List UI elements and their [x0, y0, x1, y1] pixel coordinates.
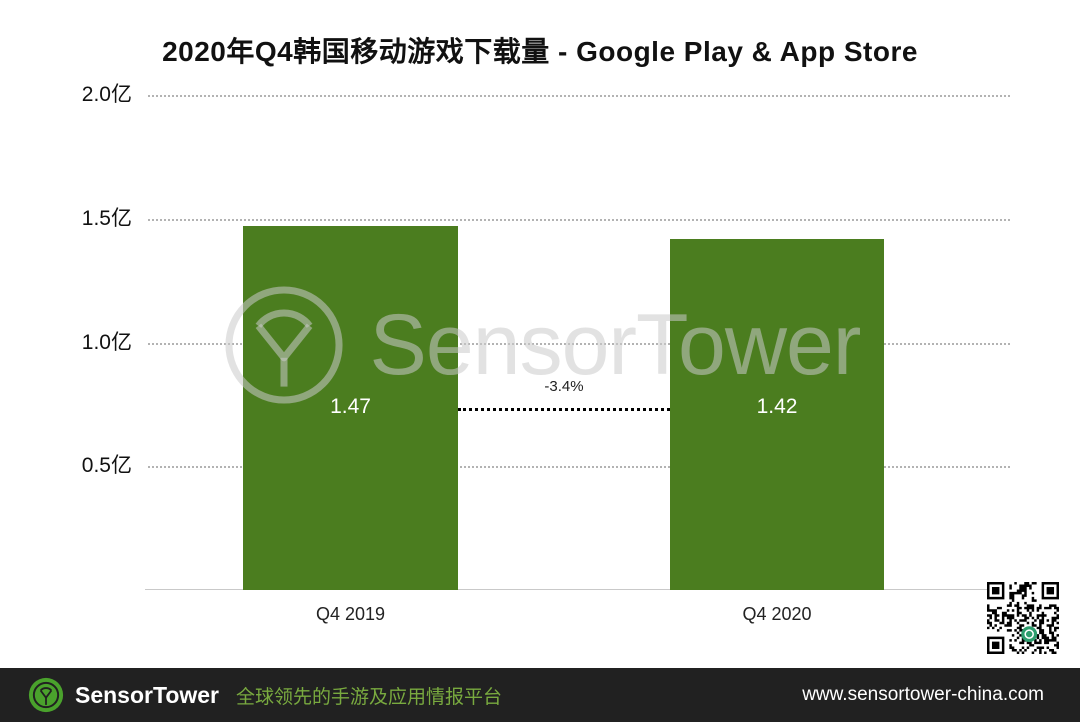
qr-finder-patterns	[987, 582, 1059, 654]
sensortower-logo-icon	[28, 677, 64, 713]
qr-code-image	[987, 582, 1059, 654]
gridline	[148, 95, 1010, 97]
plot-area: SensorTower -3.4% 1.47 1.42 2.0亿 1.5亿 1.0亿…	[0, 83, 1080, 590]
x-axis-line	[145, 589, 1010, 590]
footer-brand-group: SensorTower 全球领先的手游及应用情报平台	[28, 677, 502, 713]
bar-value-q4-2019: 1.47	[330, 395, 371, 418]
watermark: SensorTower	[0, 265, 1080, 425]
y-axis-tick-label: 2.0亿	[81, 83, 132, 106]
x-axis-label-q4-2020: Q4 2020	[742, 604, 812, 624]
footer-tagline: 全球领先的手游及应用情报平台	[236, 686, 503, 708]
footer-brand-name: SensorTower	[75, 681, 219, 708]
y-axis-tick-label: 0.5亿	[81, 454, 132, 478]
y-axis-tick-label: 1.0亿	[81, 330, 132, 354]
gridline	[148, 218, 1010, 221]
bar-value-q4-2020: 1.42	[756, 395, 798, 418]
footer: SensorTower 全球领先的手游及应用情报平台 www.sensortow…	[0, 668, 1080, 722]
change-percentage-label: -3.4%	[544, 378, 584, 395]
gridline	[148, 342, 1010, 345]
footer-url: www.sensortower-china.com	[802, 684, 1044, 705]
qr-center-logo-icon	[1021, 626, 1038, 643]
bar-q4-2020	[670, 238, 884, 590]
x-axis-label-q4-2019: Q4 2019	[315, 604, 386, 624]
gridline	[148, 466, 1010, 469]
y-axis-tick-label: 1.5亿	[81, 206, 132, 230]
change-connector-line	[458, 408, 670, 411]
qr-code	[987, 582, 1059, 654]
chart-title: 2020年Q4韩国移动游戏下载量 - Google Play & App Sto…	[162, 36, 918, 67]
